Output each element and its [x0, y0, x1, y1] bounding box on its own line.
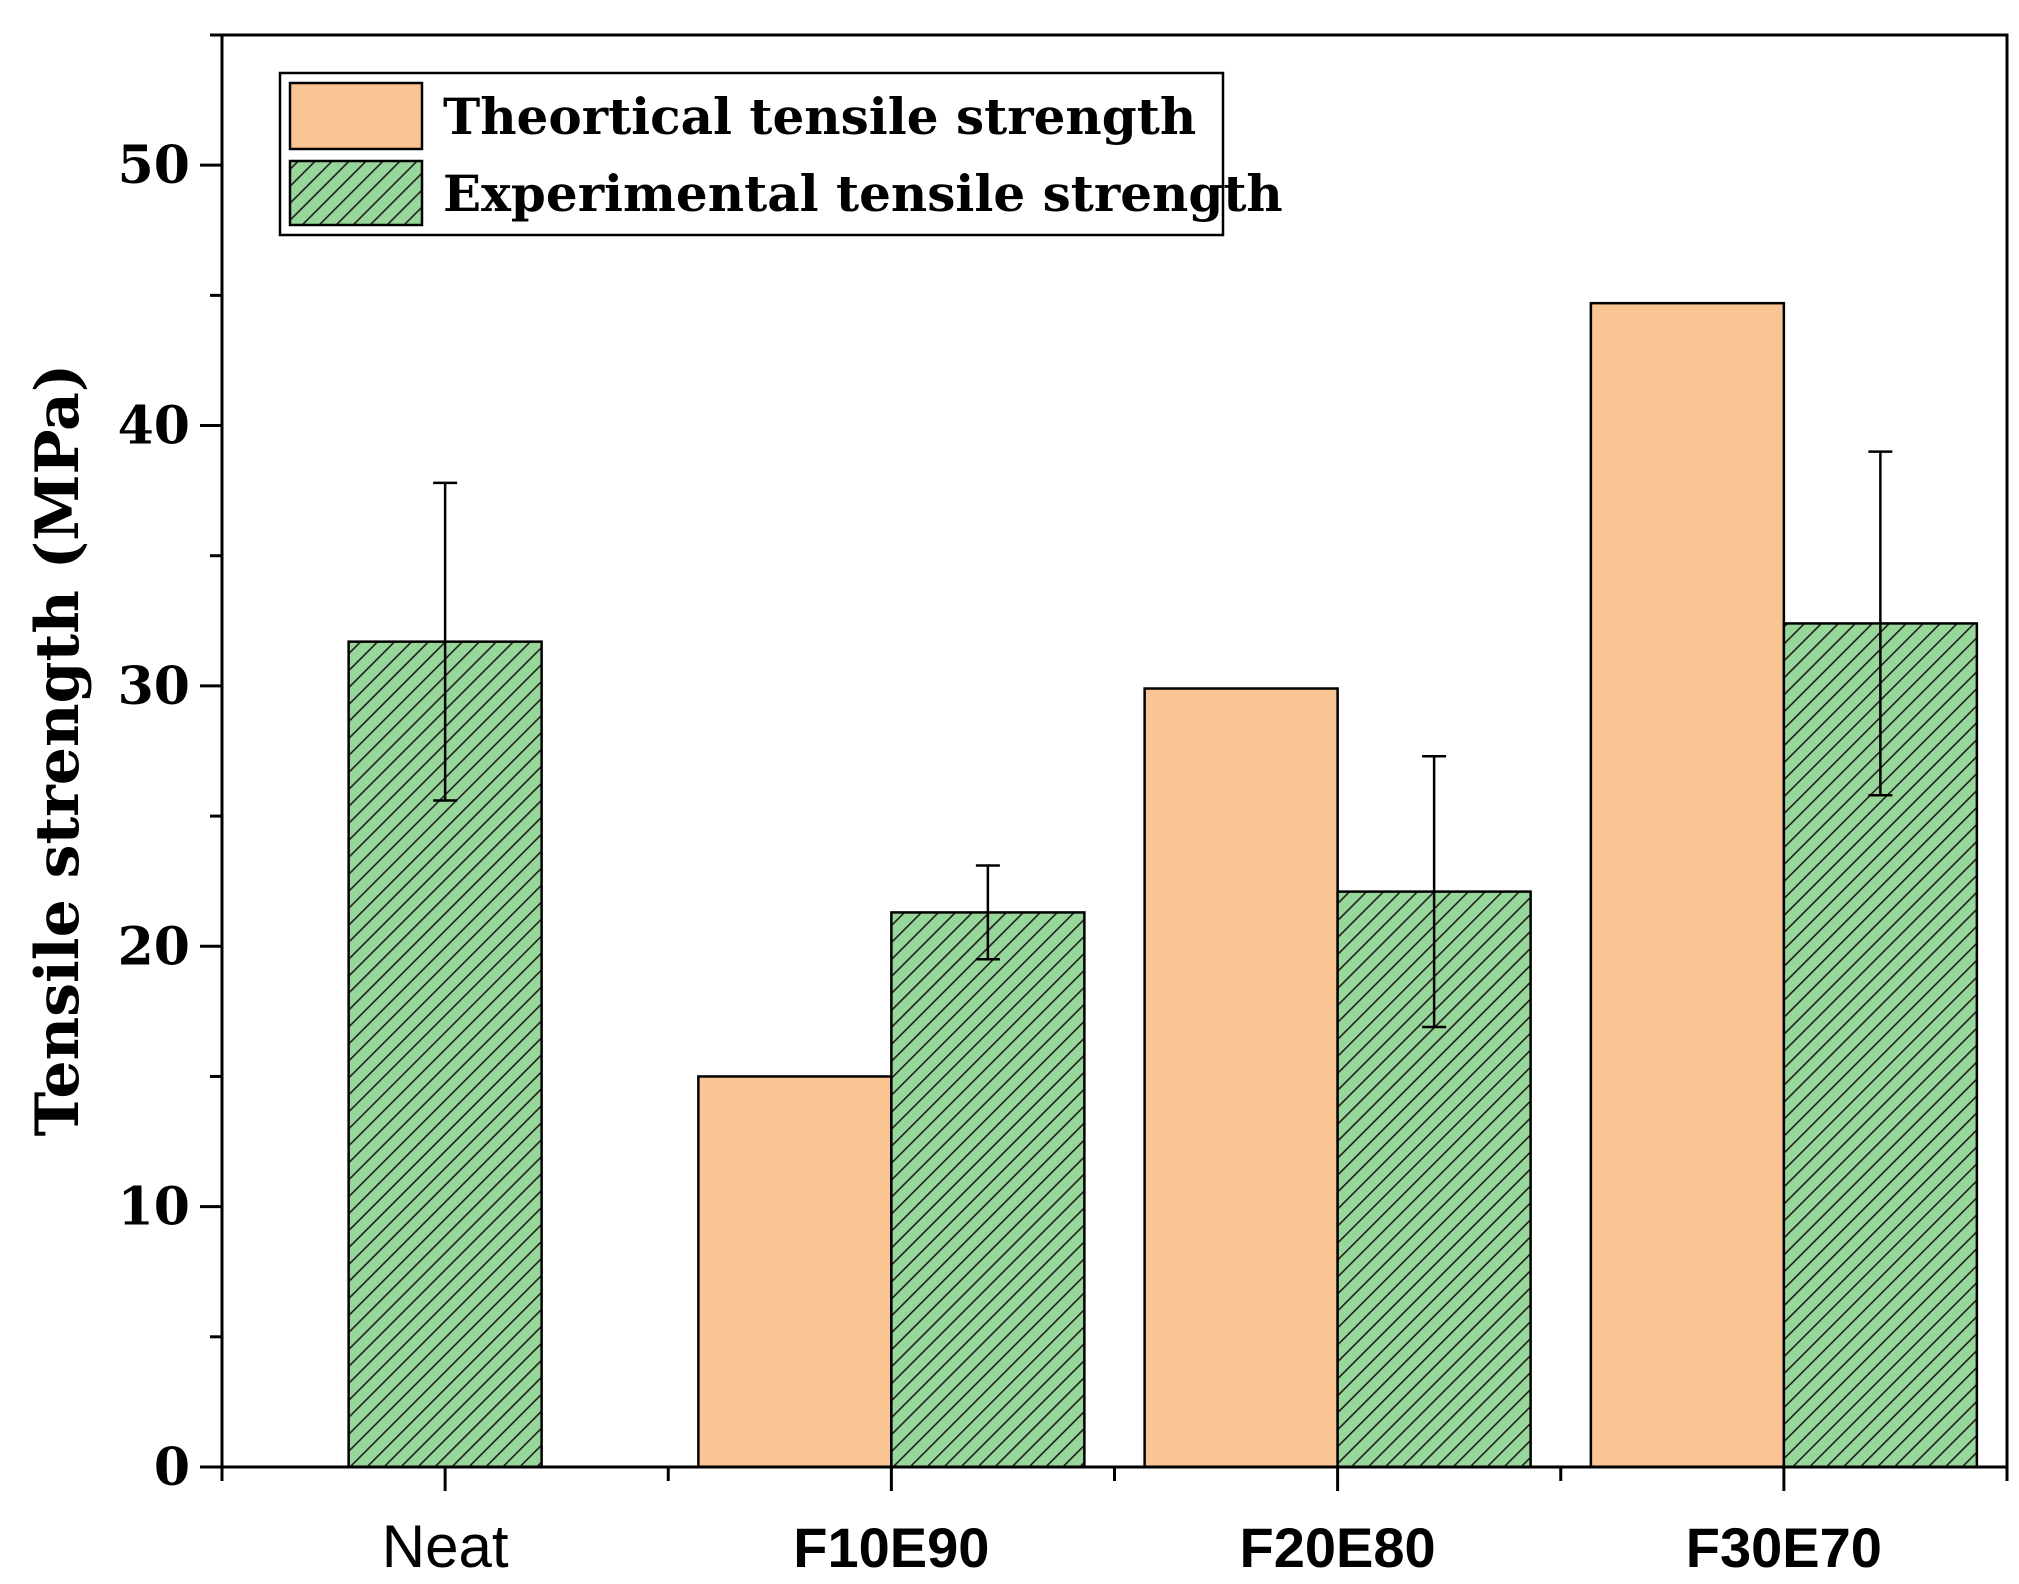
legend-box	[278, 71, 1225, 237]
legend-label-experimental: Experimental tensile strength	[443, 164, 1283, 223]
x-tick-label: F20E80	[1240, 1516, 1436, 1579]
x-tick-label: Neat	[382, 1513, 509, 1580]
bar-theoretical-f30e70	[1589, 301, 1786, 1469]
legend-label-theoretical: Theortical tensile strength	[443, 87, 1196, 146]
bar-experimental-f10e90	[890, 911, 1086, 1469]
y-tick-label: 50	[118, 135, 190, 196]
y-tick-label: 30	[118, 656, 190, 717]
y-tick-label: 0	[154, 1437, 190, 1498]
y-axis-label: Tensile strength (MPa)	[23, 364, 93, 1137]
y-tick-label: 40	[118, 396, 190, 457]
x-tick-label: F10E90	[793, 1516, 989, 1579]
legend-swatch-theoretical	[288, 81, 424, 151]
y-tick-label: 20	[118, 916, 190, 977]
bar-theoretical-f20e80	[1143, 687, 1339, 1469]
x-tick-label: F30E70	[1686, 1516, 1882, 1579]
y-tick-label: 10	[118, 1177, 190, 1238]
legend-swatch-experimental	[288, 159, 424, 227]
bar-theoretical-f10e90	[697, 1075, 893, 1469]
